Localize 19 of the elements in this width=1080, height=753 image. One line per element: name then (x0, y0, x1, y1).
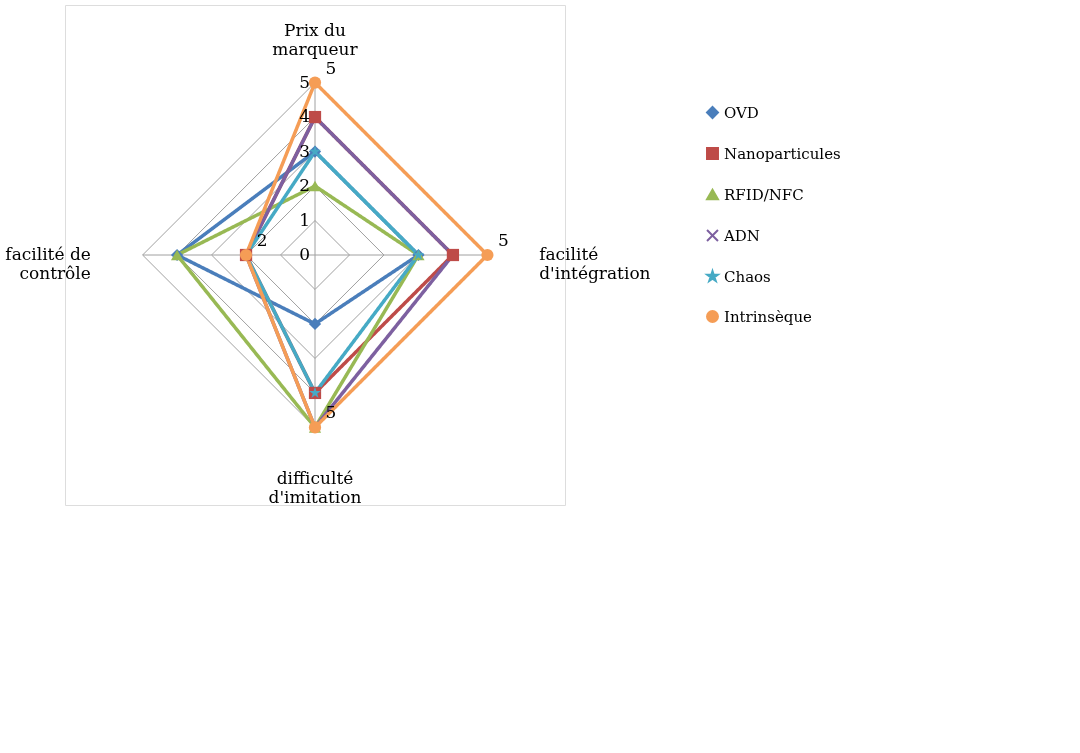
y-tick-label: 5 (299, 71, 310, 92)
y-tick-label: 2 (299, 175, 310, 196)
legend-label: ADN (723, 226, 760, 245)
y-tick-label: 3 (299, 140, 310, 161)
data-label: 2 (256, 230, 268, 250)
data-label: 5 (498, 230, 509, 250)
legend-label: OVD (724, 103, 759, 122)
spoke-label: facilité d'intégration (539, 244, 651, 283)
legend-label: Intrinsèque (724, 307, 813, 326)
legend-label: RFID/NFC (724, 185, 804, 204)
spoke-label: difficulté d'imitation (268, 468, 362, 508)
y-tick-label: 0 (299, 244, 310, 264)
data-label: 5 (325, 402, 337, 423)
spoke-label: facilité de contrôle (5, 244, 91, 283)
data-label: 5 (325, 57, 337, 78)
y-tick-label: 1 (299, 209, 310, 230)
spoke-label: Prix du marqueur (272, 19, 359, 59)
legend-label: Chaos (724, 267, 771, 286)
legend-label: Nanoparticules (724, 144, 841, 163)
